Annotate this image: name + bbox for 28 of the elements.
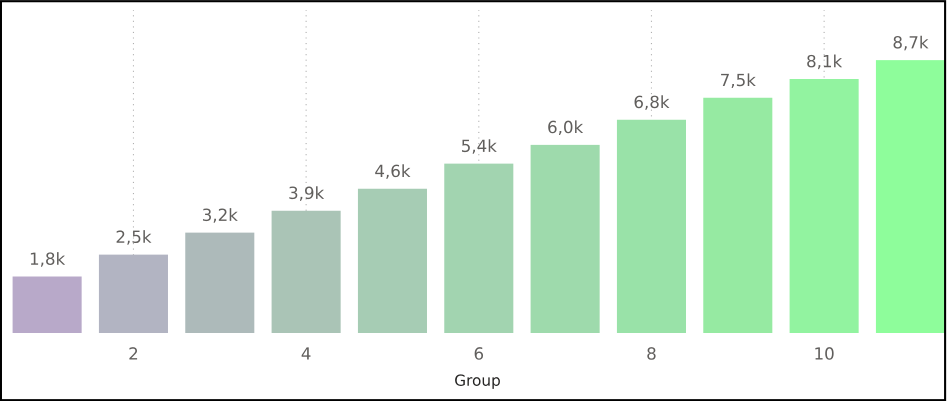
data-label: 6,8k bbox=[634, 95, 670, 110]
data-label: 3,9k bbox=[289, 186, 324, 201]
bar bbox=[530, 144, 600, 333]
bar bbox=[12, 276, 82, 333]
data-label: 4,6k bbox=[375, 164, 410, 179]
bar bbox=[790, 78, 859, 333]
bar bbox=[703, 98, 772, 333]
x-tick-label: 8 bbox=[647, 347, 656, 360]
bar bbox=[185, 232, 254, 333]
bar bbox=[98, 254, 168, 333]
x-tick-label: 2 bbox=[129, 347, 138, 360]
data-label: 6,0k bbox=[548, 120, 584, 135]
data-label: 7,5k bbox=[721, 73, 756, 88]
data-label: 8,7k bbox=[894, 36, 928, 50]
bar bbox=[876, 60, 945, 333]
bar bbox=[444, 164, 514, 333]
data-label: 2,5k bbox=[116, 230, 152, 245]
data-label: 1,8k bbox=[30, 252, 66, 267]
bar bbox=[616, 120, 686, 333]
x-tick-label: 4 bbox=[302, 347, 310, 360]
data-label: 5,4k bbox=[462, 139, 497, 154]
x-axis-title: Group bbox=[455, 374, 500, 389]
data-label: 8,1k bbox=[807, 54, 842, 70]
x-tick-label: 10 bbox=[815, 347, 834, 360]
bar bbox=[358, 188, 427, 333]
x-tick-label: 6 bbox=[474, 347, 484, 360]
data-label: 3,2k bbox=[202, 208, 238, 223]
bar bbox=[272, 210, 341, 333]
